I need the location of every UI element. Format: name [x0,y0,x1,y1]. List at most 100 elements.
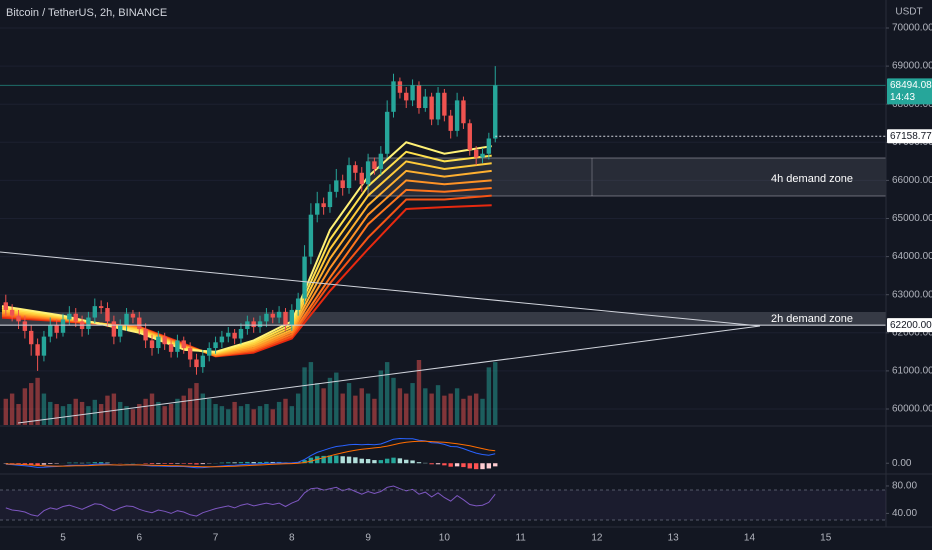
macd-histogram-bar [308,457,314,464]
candle-body [118,325,123,337]
macd-histogram-bar [162,463,167,464]
volume-bar [391,377,396,425]
candle-body [454,100,460,131]
macd-histogram-bar [327,455,333,464]
candle-body [276,311,282,318]
volume-bar [315,383,320,425]
macd-histogram-bar [340,456,345,464]
macd-histogram-bar [245,461,250,464]
macd-histogram-bar [461,463,466,468]
candle-body [92,306,98,318]
volume-bar [73,398,78,425]
candle-body [353,165,358,173]
candle-body [219,336,225,343]
macd-histogram-bar [156,463,161,464]
volume-bar [3,398,8,425]
candle-body [156,336,161,349]
candle-body [124,313,129,326]
macd-histogram-bar [226,462,231,464]
y-tick-label: 60000.00 [892,404,932,415]
candle-body [270,313,275,318]
candle-body [226,332,231,337]
macd-histogram-bar [493,463,498,467]
x-tick-label: 15 [820,533,832,544]
candle-body [194,359,199,368]
volume-bar [486,367,492,425]
candle-body [493,85,498,139]
candle-body [423,96,428,109]
candle-body [187,348,193,360]
macd-histogram-bar [442,463,447,466]
candle-body [442,92,447,116]
volume-bar [181,395,186,425]
y-tick-label: 62000.00 [892,327,932,338]
demand-zone-2h [0,312,886,326]
candle-body [257,321,263,328]
macd-histogram-bar [149,463,155,465]
candle-body [86,317,91,329]
volume-bar [168,404,174,425]
candle-body [149,340,155,349]
candle-body [9,309,15,316]
candle-body [295,298,301,310]
candle-body [416,85,422,109]
volume-bar [149,393,155,425]
macd-histogram-bar [404,459,409,464]
macd-histogram-bar [467,463,472,469]
volume-bar [213,404,218,425]
candle-body [232,332,237,339]
volume-bar [264,404,269,425]
macd-histogram-bar [232,462,237,464]
macd-line [5,437,496,469]
volume-bar [207,398,212,425]
macd-histogram-bar [397,458,403,464]
volume-bar [353,395,358,425]
candle-body [207,348,212,356]
candle-body [181,340,186,349]
candle-body [448,115,453,131]
volume-bar [28,383,34,425]
candle-body [67,313,72,320]
volume-bar [48,401,53,425]
volume-bar [238,406,244,425]
candle-body [130,313,136,318]
macd-histogram-bar [200,463,206,465]
candle-body [238,328,244,339]
macd-histogram-bar [238,462,244,464]
price-label: 68494.08 [890,80,932,91]
candle-body [143,328,148,341]
candle-body [168,344,174,352]
volume-bar [308,362,314,425]
price-label-box [887,78,932,105]
y-tick-label: 65000.00 [892,213,932,224]
y-tick-label: 66000.00 [892,175,932,186]
y-tick-label: 63000.00 [892,289,932,300]
volume-bar [435,385,441,425]
x-tick-label: 8 [289,533,295,544]
y-tick-label: 0.00 [892,458,912,469]
volume-bar [226,409,231,425]
volume-bar [378,370,384,425]
macd-histogram-bar [28,463,34,465]
volume-bar [423,388,428,425]
candle-body [264,313,269,322]
macd-histogram-bar [92,462,98,464]
zone-label: 2h demand zone [771,313,853,325]
macd-histogram-bar [73,462,78,464]
volume-bar [461,398,466,425]
x-tick-label: 5 [60,533,66,544]
volume-bar [365,393,371,425]
macd-histogram-bar [219,462,225,464]
y-tick-label: 70000.00 [892,23,932,34]
volume-bar [397,388,403,425]
volume-bar [473,393,479,425]
macd-histogram-bar [67,462,72,464]
volume-bar [175,398,180,425]
volume-bar [219,406,225,425]
macd-histogram-bar [454,463,460,467]
volume-bar [334,372,339,425]
candle-body [3,302,8,310]
macd-histogram-bar [334,455,339,464]
